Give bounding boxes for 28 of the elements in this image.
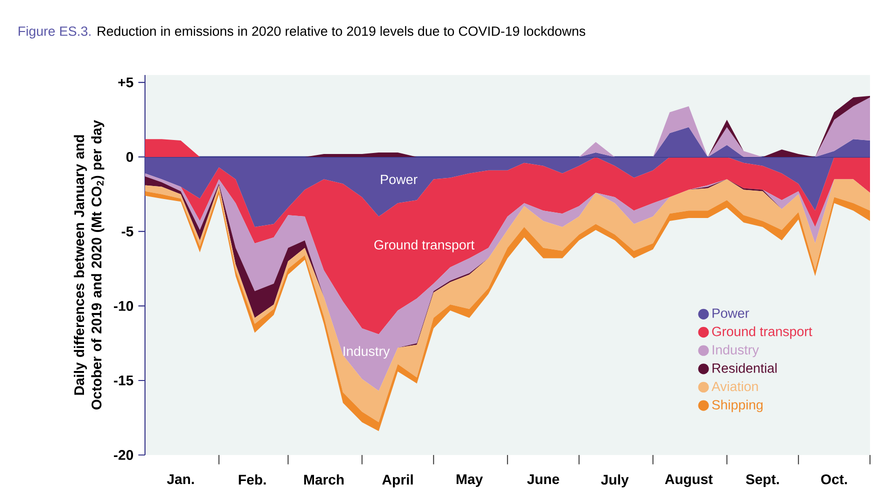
x-tick-label: July — [601, 474, 629, 488]
x-tick-label: Oct. — [821, 474, 847, 484]
annotation: Power — [380, 174, 418, 184]
y-tick-label: -15 — [114, 376, 134, 386]
legend-label: Ground transport — [712, 326, 812, 339]
chart-subtitle: Reduction in emissions in 2020 relative to 2019 levels due to COVID-19 lockdowns — [98, 26, 586, 36]
legend-label: Aviation — [712, 381, 758, 392]
y-axis-title: Daily differences between January and October of 2019 and 2020 (Mt CO$_{2}$) per day — [74, 120, 104, 410]
annotation: Industry — [344, 346, 390, 359]
x-tick-label: April — [382, 474, 413, 488]
x-tick-label: Feb. — [238, 474, 266, 485]
y-tick-label: +5 — [118, 78, 134, 88]
x-tick-label: May — [456, 474, 483, 487]
x-tick-label: Jan. — [166, 474, 194, 484]
annotation: Ground transport — [374, 240, 474, 252]
x-tick-label: Sept. — [746, 474, 779, 488]
x-tick-label: March — [304, 474, 344, 485]
legend-label: Power — [712, 308, 750, 318]
y-tick-label: -20 — [114, 450, 134, 460]
chart-title: Figure ES.3. — [18, 26, 90, 39]
x-tick-label: August — [664, 474, 713, 487]
x-tick-label: June — [527, 474, 560, 484]
y-tick-label: 0 — [126, 152, 134, 162]
legend-label: Residential — [712, 363, 777, 373]
legend-label: Industry — [712, 344, 759, 358]
y-tick-label: -10 — [114, 301, 134, 311]
legend-label: Shipping — [712, 400, 763, 412]
y-tick-label: -5 — [122, 226, 134, 236]
